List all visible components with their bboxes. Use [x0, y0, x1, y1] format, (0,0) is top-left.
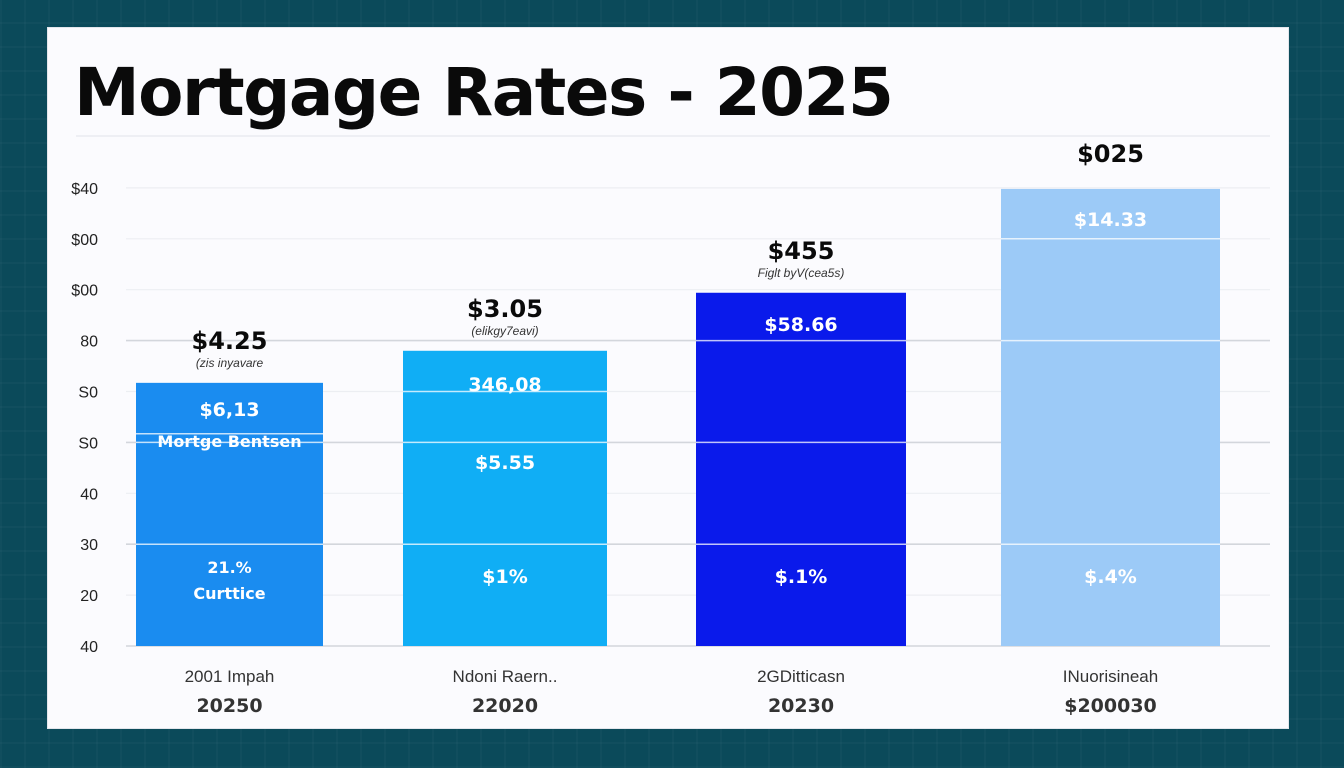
bars: [136, 188, 1220, 646]
bar: [1001, 188, 1220, 646]
y-axis-ticks: 40 20 30 40 S0 S0 80 $00 $00 $40: [71, 181, 98, 656]
bar-top-note: (zis inyavare: [196, 356, 264, 370]
y-tick-label: $40: [71, 181, 98, 198]
bar-top-value: $4.25: [192, 327, 268, 355]
bar-segment-label: $58.66: [764, 314, 837, 336]
y-tick-label: 40: [80, 639, 98, 656]
y-tick-label: 80: [80, 334, 98, 351]
bar-chart-plot: 40 20 30 40 S0 S0 80 $00 $00 $40 $4.25(zis inyava…: [71, 135, 1270, 717]
y-tick-label: $00: [71, 283, 98, 300]
bar-segment-label: $.1%: [775, 566, 828, 588]
bar-segment-label: $6,13: [199, 399, 259, 421]
chart-card: Mortgage Rates - 2025 40 20 30 40 S0 S0 80 $00 $…: [47, 27, 1289, 729]
bar-segment-label: $5.55: [475, 452, 535, 474]
x-axis-labels: 2001 Impah 20250 Ndoni Raern.. 22020 2GDitti…: [185, 667, 1159, 717]
x-category-year: $200030: [1064, 695, 1157, 717]
bar-top-note: Figlt byV(cea5s): [758, 266, 845, 280]
y-tick-label: S0: [78, 385, 98, 402]
chart-title: Mortgage Rates - 2025: [74, 54, 894, 131]
y-tick-label: 30: [80, 537, 98, 554]
x-category-year: 20230: [768, 695, 834, 717]
bar-segment-label: $14.33: [1074, 209, 1147, 231]
bar: [136, 382, 323, 646]
x-category-year: 22020: [472, 695, 538, 717]
x-category-label: INuorisineah: [1063, 667, 1158, 686]
bar-segment-label: $1%: [482, 566, 527, 588]
y-tick-label: 40: [80, 486, 98, 503]
bar-top-note: (elikgy7eavi): [471, 324, 538, 338]
bar: [403, 350, 607, 646]
y-tick-label: $00: [71, 232, 98, 249]
x-category-label: 2GDitticasn: [757, 667, 845, 686]
bar-segment-label: 346,08: [468, 374, 541, 396]
data-labels: $4.25(zis inyavare $6,13 Mortge Bentsen 21.…: [157, 140, 1147, 603]
x-category-year: 20250: [196, 695, 262, 717]
bar-segment-label: 21.%: [207, 558, 251, 577]
bar: [696, 292, 906, 646]
bar-segment-label: $.4%: [1084, 566, 1137, 588]
x-category-label: 2001 Impah: [185, 667, 275, 686]
bar-segment-label: Curttice: [193, 584, 265, 603]
bar-segment-label: Mortge Bentsen: [157, 432, 301, 451]
x-category-label: Ndoni Raern..: [453, 667, 558, 686]
bar-top-value: $025: [1077, 140, 1144, 168]
bar-top-value: $3.05: [467, 295, 543, 323]
bar-top-value: $455: [768, 237, 835, 265]
y-tick-label: S0: [78, 435, 98, 452]
y-tick-label: 20: [80, 588, 98, 605]
